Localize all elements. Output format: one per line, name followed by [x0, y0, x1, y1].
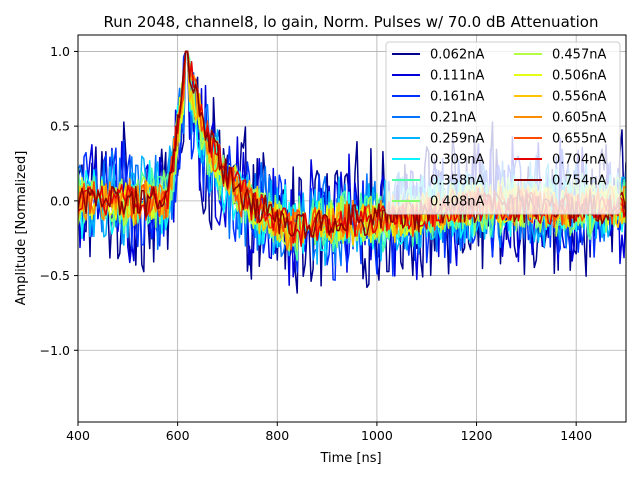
chart-title: Run 2048, channel8, lo gain, Norm. Pulse…	[103, 13, 598, 31]
plot-frame	[77, 34, 627, 423]
x-axis-label: Time [ns]	[319, 451, 381, 466]
legend-label: 0.506nA	[552, 69, 606, 84]
legend-label: 0.309nA	[430, 153, 484, 168]
x-tick-label: 800	[265, 428, 289, 443]
x-axis: 400 600 800 1000 1200 1400	[66, 422, 592, 443]
legend: 0.062nA 0.111nA 0.161nA 0.21nA 0.259nA 0.309n…	[385, 41, 621, 215]
legend-label: 0.21nA	[430, 111, 476, 126]
legend-label: 0.457nA	[552, 48, 606, 63]
y-tick-label: −0.5	[40, 268, 70, 283]
legend-label: 0.259nA	[430, 132, 484, 147]
y-tick-label: 0.5	[50, 119, 70, 134]
y-axis: −1.0 −0.5 0.0 0.5 1.0	[40, 44, 78, 358]
y-tick-label: −1.0	[40, 343, 70, 358]
x-tick-label: 1400	[560, 428, 592, 443]
legend-label: 0.556nA	[552, 90, 606, 105]
legend-label: 0.704nA	[552, 153, 606, 168]
legend-label: 0.408nA	[430, 195, 484, 210]
legend-label: 0.655nA	[552, 132, 606, 147]
legend-label: 0.062nA	[430, 48, 484, 63]
legend-box	[385, 41, 621, 215]
legend-label: 0.754nA	[552, 174, 606, 189]
legend-label: 0.161nA	[430, 90, 484, 105]
y-axis-label: Amplitude [Normalized]	[14, 151, 29, 306]
x-tick-label: 1200	[461, 428, 493, 443]
y-tick-label: 0.0	[50, 193, 70, 208]
legend-label: 0.111nA	[430, 69, 484, 84]
x-tick-label: 600	[166, 428, 190, 443]
legend-label: 0.605nA	[552, 111, 606, 126]
y-tick-label: 1.0	[50, 44, 70, 59]
x-tick-label: 1000	[361, 428, 393, 443]
x-tick-label: 400	[66, 428, 90, 443]
legend-label: 0.358nA	[430, 174, 484, 189]
